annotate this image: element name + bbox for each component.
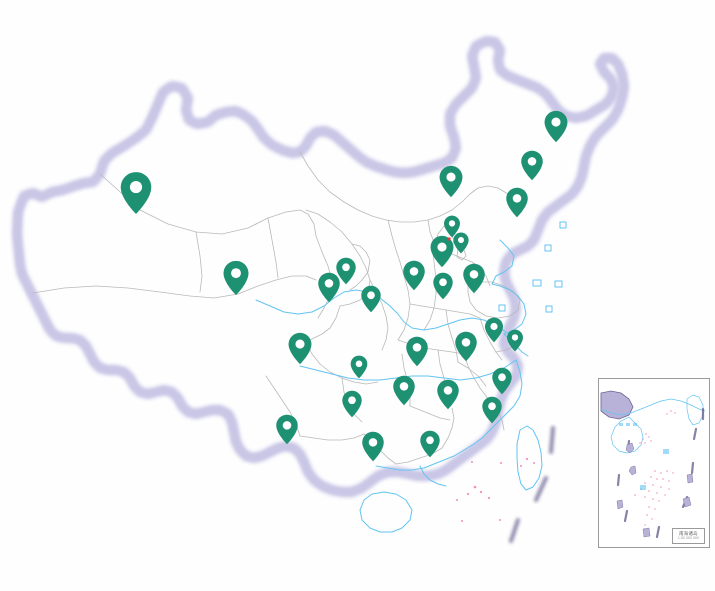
map-pin-marker[interactable] bbox=[432, 272, 454, 300]
map-pin-marker[interactable] bbox=[405, 336, 429, 367]
map-pin-marker[interactable] bbox=[335, 257, 357, 285]
map-pin-marker[interactable] bbox=[419, 430, 441, 458]
map-pin-marker[interactable] bbox=[119, 171, 153, 215]
map-pin-marker[interactable] bbox=[275, 414, 299, 445]
map-pin-marker[interactable] bbox=[454, 331, 478, 362]
map-pin-marker[interactable] bbox=[287, 332, 313, 365]
inset-label-title: 南海诸岛 bbox=[679, 531, 698, 536]
map-pin-marker[interactable] bbox=[484, 317, 504, 343]
map-pin-marker[interactable] bbox=[222, 260, 250, 296]
map-pin-marker[interactable] bbox=[453, 232, 470, 254]
map-pin-marker[interactable] bbox=[505, 187, 529, 218]
map-pin-marker[interactable] bbox=[360, 285, 382, 313]
map-pin-marker[interactable] bbox=[520, 150, 544, 181]
map-pin-marker[interactable] bbox=[317, 272, 341, 303]
map-pin-marker[interactable] bbox=[402, 260, 426, 291]
south-china-sea-inset bbox=[598, 378, 710, 548]
map-pin-marker[interactable] bbox=[436, 379, 460, 410]
map-pin-marker[interactable] bbox=[443, 215, 461, 238]
map-pin-marker[interactable] bbox=[341, 390, 363, 418]
map-pin-marker[interactable] bbox=[462, 263, 486, 294]
map-pin-marker[interactable] bbox=[481, 396, 503, 424]
map-pin-marker[interactable] bbox=[429, 235, 455, 268]
map-pin-marker[interactable] bbox=[491, 367, 513, 395]
inset-map-svg bbox=[600, 390, 706, 539]
nine-dash-line bbox=[509, 426, 555, 543]
water-features bbox=[255, 221, 567, 533]
map-pin-marker[interactable] bbox=[438, 165, 464, 198]
national-boundary-group bbox=[13, 37, 628, 496]
map-pin-marker[interactable] bbox=[543, 110, 569, 143]
map-pin-marker[interactable] bbox=[506, 329, 524, 352]
map-pin-marker[interactable] bbox=[350, 355, 369, 379]
capital-marker bbox=[447, 237, 451, 241]
south-sea-islets bbox=[456, 457, 535, 522]
inset-label-scale: 1:30 000 000 bbox=[677, 536, 699, 540]
map-pin-marker[interactable] bbox=[361, 431, 385, 462]
map-pin-marker[interactable] bbox=[392, 375, 416, 406]
inset-scale-label: 南海诸岛 1:30 000 000 bbox=[672, 528, 705, 544]
